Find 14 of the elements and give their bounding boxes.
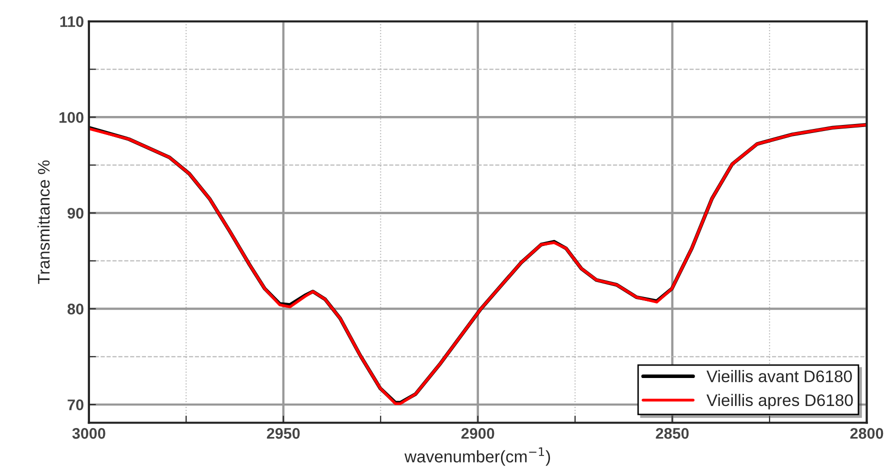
y-tick-label: 110 (60, 16, 84, 28)
legend-label: Vieillis avant D6180 (706, 370, 852, 382)
x-tick-label: 2800 (850, 428, 884, 439)
x-axis-title: wavenumber(cm$^{−1}$) (404, 447, 550, 466)
y-tick-label: 80 (68, 304, 84, 314)
x-tick-label: 2900 (461, 428, 494, 439)
y-tick-label: 100 (60, 112, 84, 123)
legend-label: Vieillis apres D6180 (706, 394, 853, 410)
y-tick-label: 90 (68, 208, 84, 219)
x-tick-label: 2850 (656, 428, 689, 439)
x-tick-label: 3000 (72, 428, 106, 439)
y-axis-title: Transmittance % (37, 160, 50, 284)
y-tick-label: 70 (68, 399, 84, 410)
x-tick-label: 2950 (266, 428, 300, 439)
